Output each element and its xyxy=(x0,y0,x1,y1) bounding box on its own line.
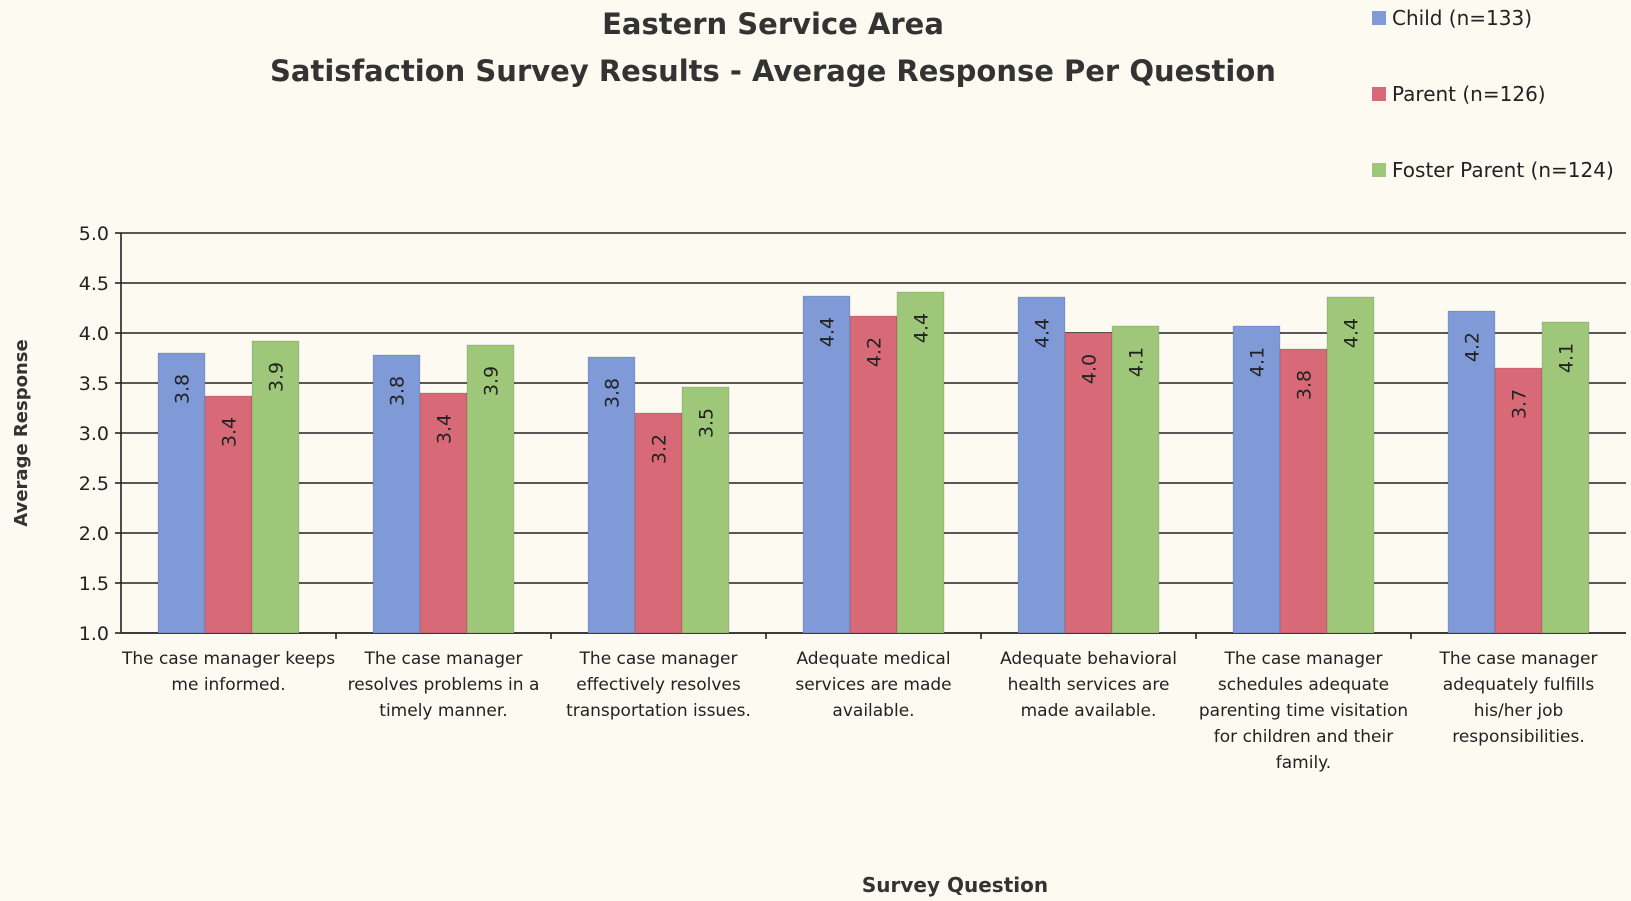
category-label-line: The case manager xyxy=(1439,649,1598,669)
category-label-line: for children and their xyxy=(1214,727,1393,747)
category-label-line: resolves problems in a xyxy=(348,675,540,695)
category-label-line: responsibilities. xyxy=(1452,727,1585,747)
data-label: 3.4 xyxy=(434,414,456,444)
data-label: 3.8 xyxy=(172,374,194,404)
bar xyxy=(466,344,515,634)
category-label-line: parenting time visitation xyxy=(1199,701,1408,721)
data-label: 3.9 xyxy=(481,366,503,396)
category-label: The case manager effectively resolves tran… xyxy=(566,649,751,721)
category-label-line: adequately fulfills xyxy=(1443,675,1595,695)
category-label: The case manager schedules adequate parent… xyxy=(1199,649,1408,773)
bar xyxy=(1111,325,1160,634)
bar xyxy=(1447,310,1496,634)
bar xyxy=(587,356,636,634)
bar xyxy=(896,291,945,634)
data-label: 4.2 xyxy=(864,337,886,367)
y-tick-label: 4.5 xyxy=(79,273,109,295)
bar xyxy=(681,386,730,634)
category-label-line: available. xyxy=(832,701,914,721)
y-tick-label: 2.5 xyxy=(79,473,109,495)
data-label: 4.4 xyxy=(911,313,933,343)
y-tick-label: 1.0 xyxy=(79,623,109,645)
bar xyxy=(849,315,898,634)
category-label-line: schedules adequate xyxy=(1218,675,1389,695)
legend-swatch xyxy=(1372,87,1386,101)
bar xyxy=(634,412,683,634)
category-label-line: effectively resolves xyxy=(576,675,741,695)
data-label: 4.4 xyxy=(817,317,839,347)
category-label-line: Adequate behavioral xyxy=(1000,649,1177,669)
y-tick-label: 3.5 xyxy=(79,373,109,395)
category-label-line: services are made xyxy=(795,675,951,695)
chart-subtitle: Satisfaction Survey Results - Average Re… xyxy=(270,54,1276,88)
data-label: 4.4 xyxy=(1032,318,1054,348)
data-label: 3.2 xyxy=(649,434,671,464)
y-tick-label: 3.0 xyxy=(79,423,109,445)
x-axis-title: Survey Question xyxy=(862,873,1048,897)
data-label: 3.8 xyxy=(387,376,409,406)
category-label-line: his/her job xyxy=(1474,701,1564,721)
legend-label: Parent (n=126) xyxy=(1392,82,1546,106)
bar xyxy=(1541,321,1590,634)
bar xyxy=(157,352,206,634)
category-label-line: The case manager xyxy=(364,649,523,669)
y-tick-label: 1.5 xyxy=(79,573,109,595)
category-label-line: The case manager xyxy=(579,649,738,669)
legend-swatch xyxy=(1372,11,1386,25)
category-label-line: timely manner. xyxy=(379,701,507,721)
data-label: 4.1 xyxy=(1247,347,1269,377)
bar xyxy=(1326,296,1375,634)
data-label: 3.7 xyxy=(1509,389,1531,419)
legend-label: Child (n=133) xyxy=(1392,6,1532,30)
data-label: 4.4 xyxy=(1341,318,1363,348)
category-label-line: me informed. xyxy=(171,675,285,695)
legend-swatch xyxy=(1372,163,1386,177)
category-label: The case manager keeps me informed. xyxy=(121,649,335,695)
data-label: 3.8 xyxy=(602,378,624,408)
category-label: Adequate behavioral health services are ma… xyxy=(1000,649,1177,721)
chart-title: Eastern Service Area xyxy=(602,7,944,41)
data-label: 4.0 xyxy=(1079,354,1101,384)
bar xyxy=(1279,348,1328,634)
category-label: The case manager adequately fulfills his/h… xyxy=(1439,649,1598,747)
bar xyxy=(204,395,253,634)
category-label-line: transportation issues. xyxy=(566,701,751,721)
category-label-line: Adequate medical xyxy=(796,649,950,669)
bar xyxy=(372,354,421,634)
data-label: 3.4 xyxy=(219,417,241,447)
category-label-line: The case manager xyxy=(1224,649,1383,669)
category-label: The case manager resolves problems in a ti… xyxy=(348,649,540,721)
data-label: 3.8 xyxy=(1294,370,1316,400)
legend-label: Foster Parent (n=124) xyxy=(1392,158,1614,182)
data-label: 3.9 xyxy=(266,362,288,392)
category-label-line: family. xyxy=(1276,753,1331,773)
category-label: Adequate medical services are made availab… xyxy=(795,649,951,721)
category-label-line: made available. xyxy=(1021,701,1157,721)
y-axis-title: Average Response xyxy=(11,339,32,526)
data-label: 4.2 xyxy=(1462,332,1484,362)
data-label: 4.1 xyxy=(1556,343,1578,373)
bar xyxy=(1064,332,1113,634)
category-label-line: health services are xyxy=(1008,675,1170,695)
y-tick-label: 4.0 xyxy=(79,323,109,345)
data-label: 4.1 xyxy=(1126,347,1148,377)
category-label-line: The case manager keeps xyxy=(121,649,335,669)
bar xyxy=(1017,296,1066,634)
data-label: 3.5 xyxy=(696,408,718,438)
bar xyxy=(251,340,300,634)
y-tick-label: 5.0 xyxy=(79,223,109,245)
y-tick-label: 2.0 xyxy=(79,523,109,545)
bar xyxy=(419,392,468,634)
bar xyxy=(802,295,851,634)
